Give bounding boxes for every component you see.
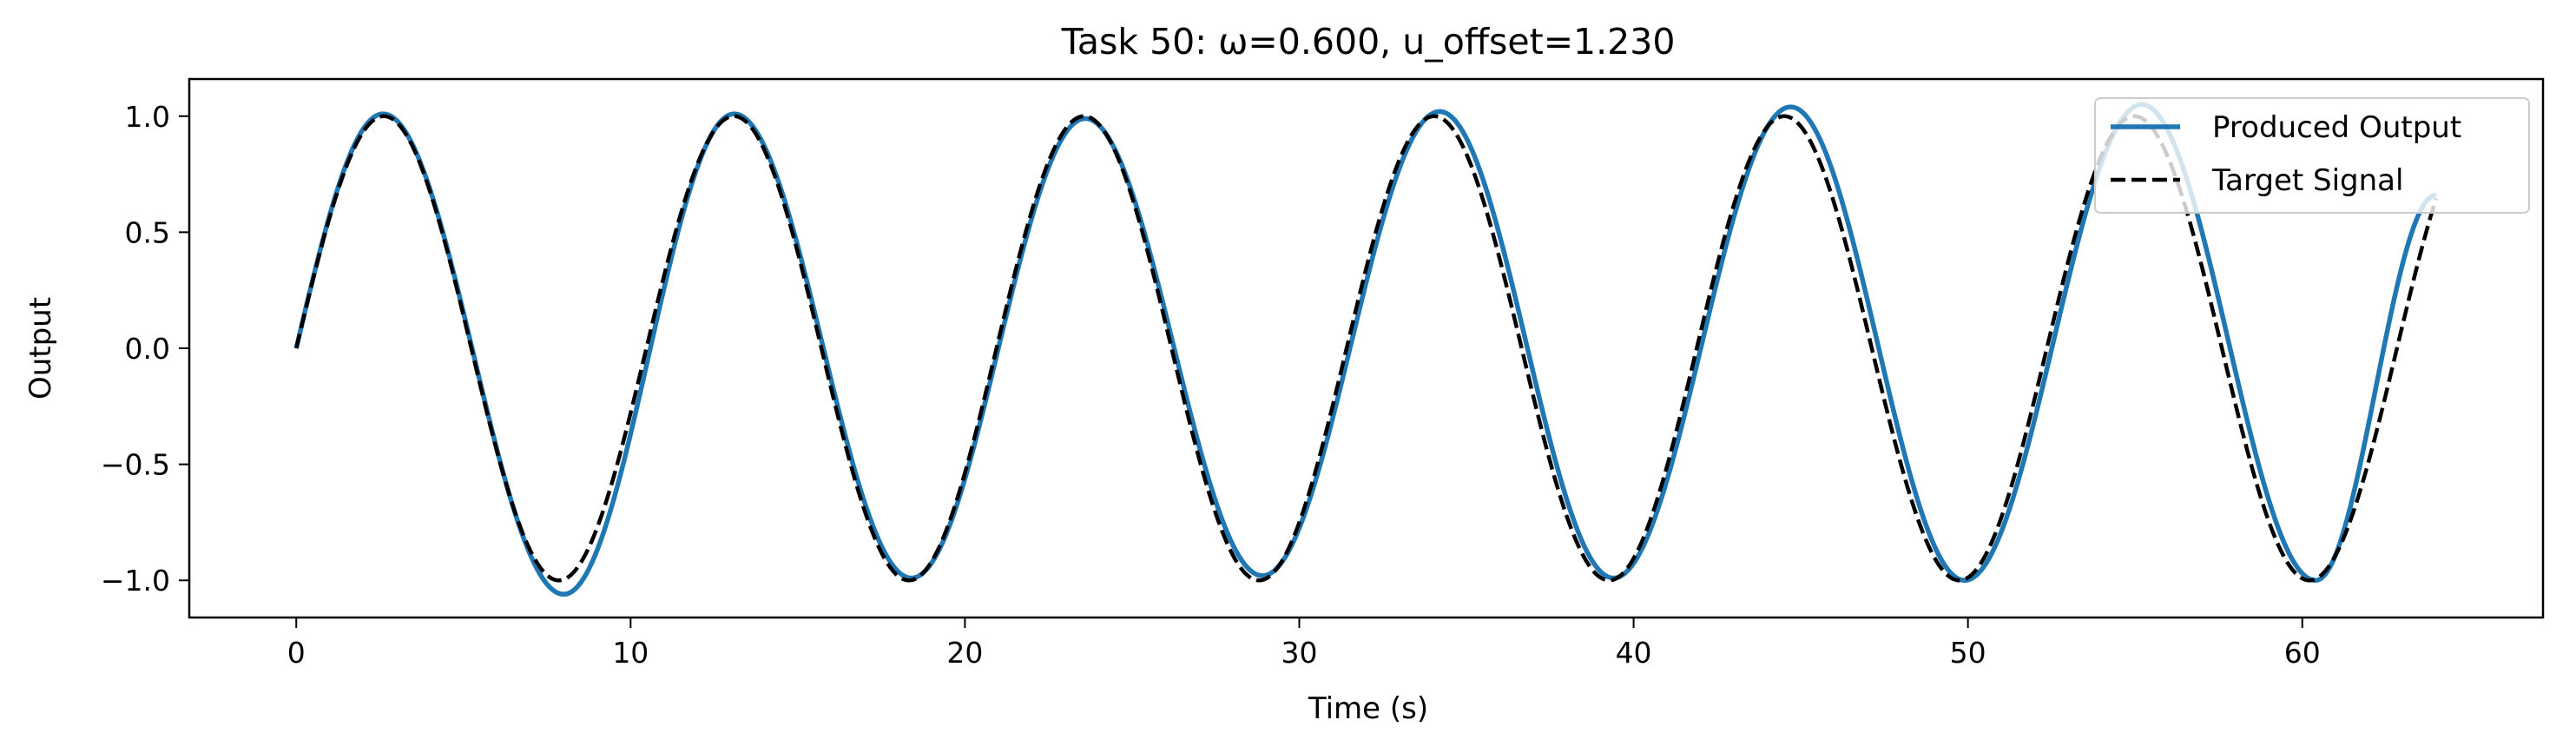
x-tick-label: 0 bbox=[287, 636, 306, 670]
y-tick-label: −1.0 bbox=[101, 564, 170, 598]
x-tick-label: 30 bbox=[1281, 636, 1317, 670]
y-axis-label: Output bbox=[23, 297, 58, 400]
legend-label-produced-output: Produced Output bbox=[2212, 110, 2461, 145]
x-tick-label: 40 bbox=[1616, 636, 1652, 670]
x-axis-label: Time (s) bbox=[1308, 691, 1428, 726]
legend-label-target-signal: Target Signal bbox=[2211, 163, 2403, 198]
x-axis: 0 10 20 30 40 50 60 bbox=[287, 618, 2321, 670]
y-axis: −1.0 −0.5 0.0 0.5 1.0 bbox=[101, 100, 189, 598]
y-tick-label: 1.0 bbox=[125, 100, 170, 134]
x-tick-label: 60 bbox=[2284, 636, 2321, 670]
legend: Produced Output Target Signal bbox=[2094, 97, 2530, 214]
y-tick-label: 0.0 bbox=[125, 332, 170, 366]
x-tick-label: 50 bbox=[1950, 636, 1986, 670]
x-tick-label: 10 bbox=[612, 636, 649, 670]
series-target-signal-line bbox=[294, 114, 2438, 583]
y-tick-label: 0.5 bbox=[125, 215, 170, 249]
legend-box bbox=[2094, 97, 2530, 214]
x-tick-label: 20 bbox=[946, 636, 983, 670]
y-tick-label: −0.5 bbox=[101, 448, 170, 482]
chart-title: Task 50: ω=0.600, u_offset=1.230 bbox=[1061, 21, 1676, 63]
